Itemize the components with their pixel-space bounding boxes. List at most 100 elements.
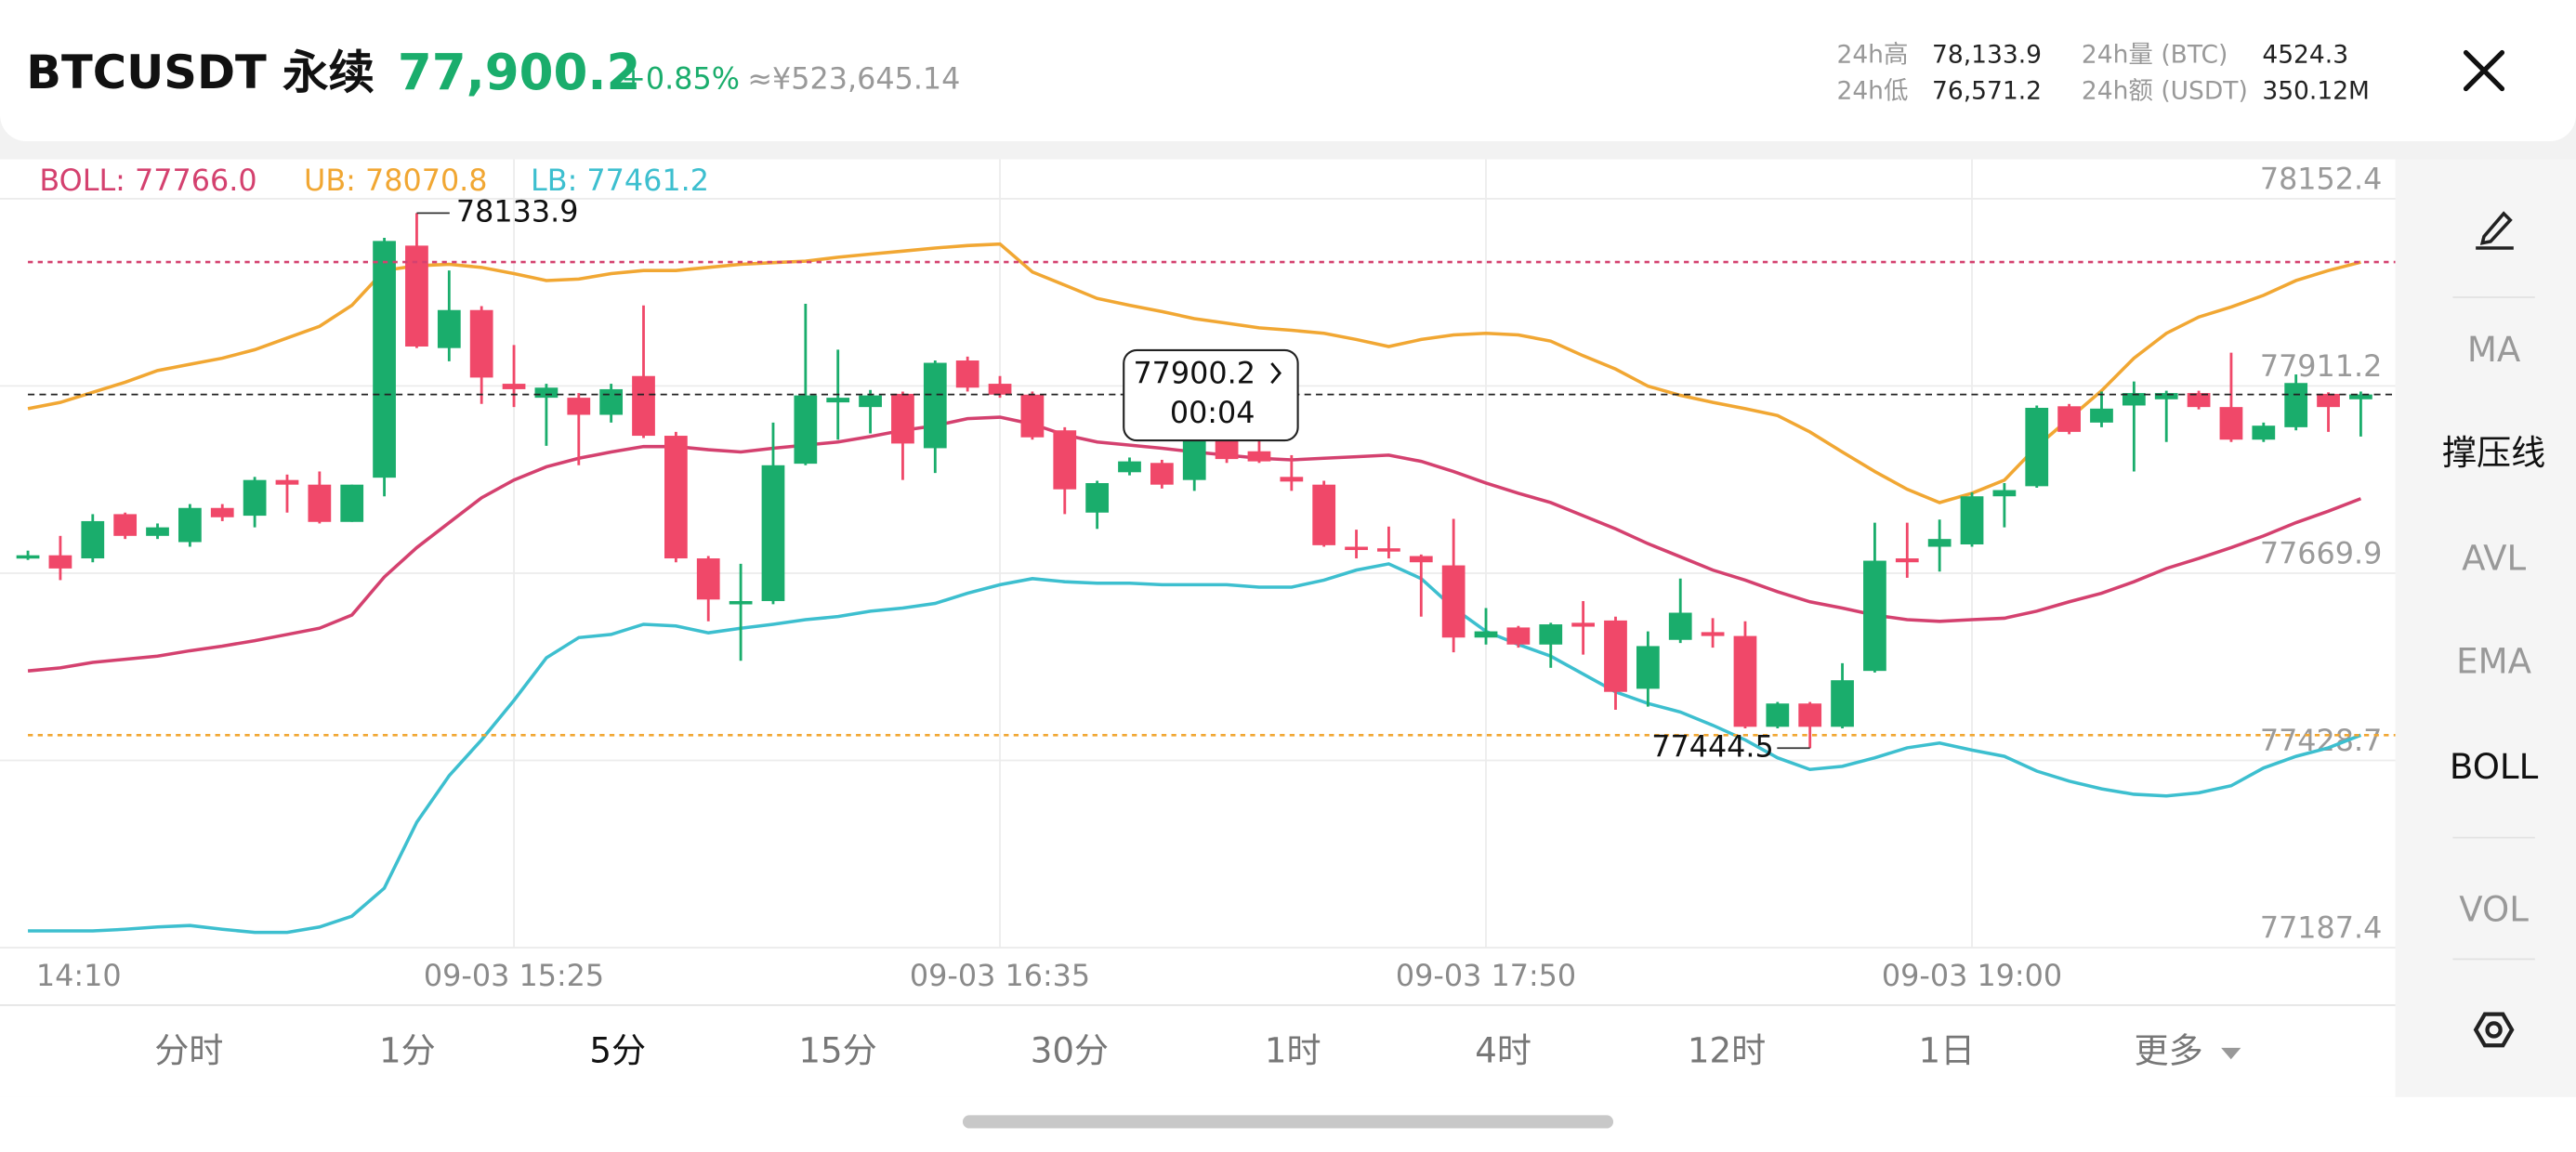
- indicator-item[interactable]: AVL: [2462, 538, 2526, 578]
- candle-body: [891, 393, 914, 444]
- candle-body: [146, 527, 169, 536]
- timeframe-tab[interactable]: 15分: [798, 1031, 876, 1071]
- candle-body: [2284, 383, 2308, 427]
- candle-body: [1798, 703, 1822, 727]
- y-tick-label: 77911.2: [2260, 348, 2383, 384]
- candle-body: [1668, 612, 1692, 640]
- candle-body: [1441, 565, 1465, 638]
- indicator-item[interactable]: BOLL: [2450, 747, 2539, 787]
- candle-body: [1863, 560, 1886, 672]
- candle-body: [373, 241, 396, 478]
- candle-body: [729, 600, 753, 605]
- candle-body: [2219, 407, 2243, 440]
- timeframe-tab[interactable]: 1时: [1265, 1031, 1321, 1071]
- panel-separators: [2452, 296, 2535, 961]
- candle-body: [2025, 407, 2049, 487]
- settings-icon[interactable]: [2473, 1012, 2515, 1048]
- candle-body: [1960, 496, 1984, 545]
- candle-body: [1733, 635, 1757, 727]
- candle-body: [826, 398, 850, 403]
- dropdown-icon: [2221, 1047, 2241, 1060]
- countdown: 00:04: [1170, 395, 1255, 430]
- candle-body: [794, 395, 818, 465]
- candle-body: [2317, 393, 2340, 408]
- x-tick-label: 09-03 19:00: [1882, 958, 2062, 993]
- candle-body: [1636, 646, 1660, 689]
- candle-body: [1766, 703, 1790, 727]
- indicator-item[interactable]: VOL: [2459, 890, 2529, 930]
- timeframe-tab[interactable]: 30分: [1031, 1031, 1109, 1071]
- candle-body: [664, 436, 688, 559]
- candle-body: [1992, 490, 2017, 497]
- x-tick-label: 09-03 16:35: [910, 958, 1090, 993]
- candle-body: [16, 555, 40, 559]
- stat-label: 24h量 (BTC): [2082, 41, 2228, 70]
- symbol[interactable]: BTCUSDT 永续: [26, 46, 375, 99]
- timeframe-tab[interactable]: 1分: [379, 1031, 436, 1071]
- scroll-bar[interactable]: [962, 1115, 1614, 1129]
- candle-body: [48, 555, 72, 569]
- price-change: +0.85%: [621, 61, 740, 97]
- stat-value: 76,571.2: [1932, 77, 2042, 106]
- timeframe-tab[interactable]: 12时: [1688, 1031, 1766, 1071]
- candle-body: [178, 507, 202, 543]
- timeframe-tab[interactable]: 1日: [1919, 1031, 1976, 1071]
- band-line: [28, 562, 2362, 935]
- indicator-item[interactable]: EMA: [2456, 642, 2531, 682]
- close-button[interactable]: [2463, 49, 2505, 92]
- x-tick-label: 09-03 15:25: [424, 958, 604, 993]
- candle-body: [1571, 622, 1595, 627]
- candle-body: [1831, 680, 1854, 727]
- indicator-item[interactable]: MA: [2467, 330, 2521, 370]
- x-tick-label: 14:10: [36, 958, 122, 993]
- stat-value: 78,133.9: [1932, 41, 2042, 70]
- candle-body: [2349, 394, 2372, 399]
- candle-body: [502, 384, 526, 389]
- candle-body: [696, 558, 720, 600]
- candle-body: [2187, 393, 2211, 408]
- candle-body: [1377, 548, 1400, 552]
- candle-body: [632, 375, 655, 437]
- candle-body: [1604, 620, 1627, 692]
- y-tick-label: 77428.7: [2260, 723, 2383, 758]
- candle-body: [1345, 546, 1368, 551]
- candle-body: [469, 309, 493, 378]
- candle-body: [1280, 477, 1304, 482]
- indicator-item[interactable]: 撑压线: [2442, 433, 2545, 473]
- candle-body: [340, 484, 364, 522]
- candle-body: [437, 309, 461, 348]
- legend-entry: BOLL: 77766.0: [39, 163, 256, 198]
- candle-body: [2154, 393, 2178, 399]
- stat-label: 24h高: [1836, 41, 1908, 70]
- candle-body: [1701, 632, 1725, 636]
- draw-tool-icon[interactable]: [2476, 211, 2514, 250]
- chart-panel: [0, 159, 2396, 1005]
- y-tick-label: 78152.4: [2260, 161, 2383, 196]
- timeframe-bar: [0, 1004, 2396, 1097]
- timeframe-tab[interactable]: 5分: [589, 1031, 646, 1071]
- x-tick-label: 09-03 17:50: [1396, 958, 1576, 993]
- candle-body: [1409, 556, 1433, 563]
- price-tooltip-value: 77900.2: [1133, 355, 1255, 390]
- candle-body: [859, 395, 882, 408]
- stat-value: 4524.3: [2262, 41, 2348, 70]
- stat-label: 24h额 (USDT): [2082, 77, 2248, 106]
- candle-body: [1539, 624, 1563, 645]
- candle-body: [988, 384, 1012, 395]
- candle-body: [567, 398, 591, 415]
- candle-body: [599, 388, 624, 415]
- candle-body: [113, 514, 138, 536]
- y-tick-label: 77669.9: [2260, 536, 2383, 571]
- candle-body: [1118, 461, 1141, 473]
- candle-body: [210, 507, 234, 517]
- price-tooltip[interactable]: [1123, 348, 1299, 442]
- candle-body: [761, 465, 785, 601]
- timeframe-tab[interactable]: 分时: [154, 1031, 223, 1071]
- timeframe-tab[interactable]: 更多: [2134, 1031, 2202, 1071]
- candle-body: [1247, 451, 1271, 462]
- last-price: 77,900.2: [398, 44, 641, 101]
- candle-body: [81, 520, 105, 559]
- candle-body: [534, 387, 559, 399]
- timeframe-tab[interactable]: 4时: [1475, 1031, 1531, 1071]
